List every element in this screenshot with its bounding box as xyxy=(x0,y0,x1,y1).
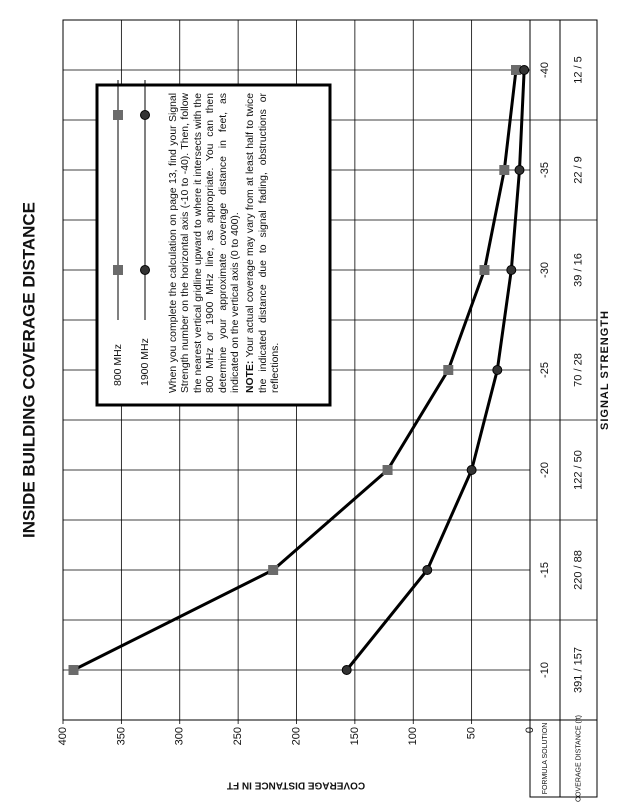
table-cell: 12 / 5 xyxy=(572,56,584,84)
table-cell: 22 / 9 xyxy=(572,156,584,184)
y-tick-label: 250 xyxy=(232,727,244,745)
y-tick-label: 350 xyxy=(115,727,127,745)
marker xyxy=(510,65,521,75)
table-frame xyxy=(529,19,598,798)
marker xyxy=(514,165,525,175)
legend-marker xyxy=(113,265,123,275)
marker xyxy=(506,265,517,275)
table-cell: 220 / 88 xyxy=(572,550,584,590)
note: When you complete the calculation on pag… xyxy=(168,93,283,393)
note-remark: Your actual coverage may vary from at le… xyxy=(245,93,282,393)
marker xyxy=(68,665,79,675)
marker xyxy=(499,165,510,175)
y-tick-label: 400 xyxy=(57,727,69,745)
legend-label: 800 MHz xyxy=(112,344,124,386)
marker xyxy=(422,565,433,575)
y-tick-label: 150 xyxy=(349,727,361,745)
marker xyxy=(519,65,530,75)
x-tick-label: -15 xyxy=(539,562,551,578)
legend-label: 1900 MHz xyxy=(139,338,151,386)
marker xyxy=(466,465,477,475)
note-text: When you complete the calculation on pag… xyxy=(168,93,242,393)
x-tick-label: -30 xyxy=(539,262,551,278)
marker xyxy=(479,265,490,275)
table-row-label: FORMULA SOLUTION xyxy=(542,723,549,795)
table-cell: 391 / 157 xyxy=(572,647,584,693)
rotated-chart: INSIDE BUILDING COVERAGE DISTANCE SIGNAL… xyxy=(19,19,611,802)
legend-marker xyxy=(140,110,150,120)
x-axis-label: SIGNAL STRENGTH xyxy=(599,310,611,430)
note-label: NOTE: xyxy=(245,360,257,393)
legend-box xyxy=(95,83,332,407)
marker xyxy=(382,465,393,475)
y-tick-label: 0 xyxy=(524,727,536,733)
legend-marker xyxy=(140,265,150,275)
note-remark-block: NOTE: Your actual coverage may vary from… xyxy=(245,93,282,393)
x-tick-label: -35 xyxy=(539,162,551,178)
y-tick-label: 300 xyxy=(174,727,186,745)
marker xyxy=(492,365,503,375)
marker xyxy=(443,365,454,375)
y-tick-label: 100 xyxy=(407,727,419,745)
table-cell: 39 / 16 xyxy=(572,253,584,287)
x-tick-label: -10 xyxy=(539,662,551,678)
x-tick-label: -25 xyxy=(539,362,551,378)
x-tick-label: -20 xyxy=(539,462,551,478)
note-area: When you complete the calculation on pag… xyxy=(168,93,283,393)
y-tick-label: 50 xyxy=(466,727,478,739)
x-tick-label: -40 xyxy=(539,62,551,78)
marker xyxy=(268,565,279,575)
table-row-label: COVERAGE DISTANCE (ft) xyxy=(575,715,582,802)
chart-title: INSIDE BUILDING COVERAGE DISTANCE xyxy=(19,202,38,538)
table-cell: 70 / 28 xyxy=(572,353,584,387)
legend-marker xyxy=(113,110,123,120)
table-cell: 122 / 50 xyxy=(572,450,584,490)
y-axis-label: COVERAGE DISTANCE IN FT xyxy=(227,779,365,790)
y-tick-label: 200 xyxy=(290,727,302,745)
marker xyxy=(341,665,352,675)
